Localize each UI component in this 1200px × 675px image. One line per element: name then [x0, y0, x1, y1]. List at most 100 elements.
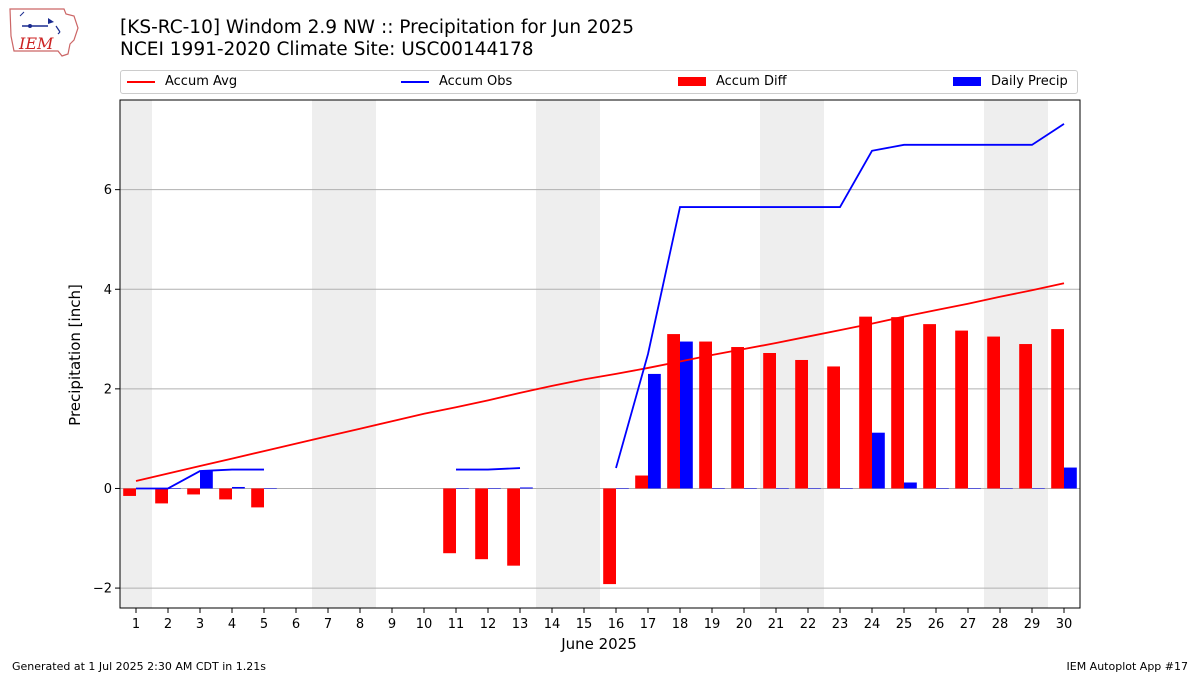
legend-swatch-red-line	[127, 80, 155, 83]
y-tick-label: 2	[104, 382, 112, 397]
x-tick-label: 7	[324, 617, 332, 632]
x-tick-label: 2	[164, 617, 172, 632]
daily-precip-bar	[232, 486, 245, 489]
x-tick-label: 30	[1056, 617, 1073, 632]
legend-swatch-red-box	[678, 77, 706, 86]
accum-diff-bar	[795, 359, 808, 489]
x-tick-label: 26	[928, 617, 945, 632]
x-tick-label: 13	[512, 617, 529, 632]
x-tick-label: 20	[736, 617, 753, 632]
x-tick-label: 9	[388, 617, 396, 632]
x-tick-label: 8	[356, 617, 364, 632]
daily-precip-bar	[680, 341, 693, 489]
accum-diff-bar	[155, 488, 168, 504]
x-axis-label: June 2025	[560, 635, 637, 653]
accum-diff-bar	[987, 336, 1000, 489]
legend-label-accum-obs: Accum Obs	[439, 74, 513, 89]
accum-diff-bar	[827, 366, 840, 489]
legend-item-daily-precip: Daily Precip	[953, 74, 1068, 90]
daily-precip-bar	[712, 488, 725, 489]
accum-obs-line	[456, 467, 521, 471]
daily-precip-bar	[904, 482, 917, 489]
accum-diff-bar	[699, 341, 712, 489]
daily-precip-bar	[872, 432, 885, 489]
iowa-map-icon: IEM	[9, 8, 79, 57]
x-tick-label: 15	[576, 617, 593, 632]
y-tick-label: −2	[93, 582, 112, 597]
weekend-shade	[792, 100, 824, 608]
x-tick-label: 17	[640, 617, 657, 632]
x-tick-label: 4	[228, 617, 236, 632]
x-tick-label: 10	[416, 617, 433, 632]
legend-swatch-blue-box	[953, 77, 981, 86]
weekend-shade	[536, 100, 568, 608]
daily-precip-bar	[168, 488, 181, 489]
daily-precip-bar	[488, 488, 501, 489]
accum-diff-bar	[123, 488, 136, 496]
y-tick-label: 6	[104, 183, 112, 198]
legend-label-daily-precip: Daily Precip	[991, 74, 1068, 89]
weekend-shade	[344, 100, 376, 608]
title-line-1: [KS-RC-10] Windom 2.9 NW :: Precipitatio…	[120, 17, 635, 38]
y-axis-label: Precipitation [inch]	[66, 284, 84, 426]
daily-precip-bar	[616, 488, 629, 489]
daily-precip-bar	[264, 488, 277, 489]
accum-diff-bar	[859, 316, 872, 489]
x-tick-label: 29	[1024, 617, 1041, 632]
x-tick-label: 5	[260, 617, 268, 632]
title-line-2: NCEI 1991-2020 Climate Site: USC00144178	[120, 39, 534, 60]
daily-precip-bar	[936, 488, 949, 489]
daily-precip-bar	[456, 488, 469, 489]
accum-diff-bar	[635, 475, 648, 489]
x-tick-label: 19	[704, 617, 721, 632]
daily-precip-bar	[744, 488, 757, 489]
legend-label-accum-diff: Accum Diff	[716, 74, 787, 89]
legend-item-accum-obs: Accum Obs	[401, 74, 512, 90]
daily-precip-bar	[520, 487, 533, 489]
accum-diff-bar	[187, 488, 200, 495]
x-tick-label: 6	[292, 617, 300, 632]
accum-diff-bar	[891, 317, 904, 489]
accum-diff-bar	[763, 353, 776, 489]
accum-diff-bar	[507, 488, 520, 566]
x-tick-label: 21	[768, 617, 785, 632]
daily-precip-bar	[1032, 488, 1045, 489]
accum-obs-line	[136, 468, 264, 490]
x-tick-label: 24	[864, 617, 881, 632]
x-tick-label: 25	[896, 617, 913, 632]
y-tick-label: 4	[104, 283, 112, 298]
daily-precip-bar	[1064, 467, 1077, 489]
accum-obs-line	[615, 123, 1065, 469]
x-tick-label: 28	[992, 617, 1009, 632]
x-tick-label: 16	[608, 617, 625, 632]
x-tick-label: 27	[960, 617, 977, 632]
x-tick-label: 14	[544, 617, 561, 632]
x-tick-label: 3	[196, 617, 204, 632]
accum-avg-line	[135, 282, 1065, 482]
iem-logo: IEM	[8, 6, 80, 58]
daily-precip-bar	[200, 471, 213, 489]
x-tick-label: 22	[800, 617, 817, 632]
accum-diff-bar	[475, 488, 488, 560]
x-tick-label: 1	[132, 617, 140, 632]
weekend-shade	[120, 100, 152, 608]
accum-diff-bar	[955, 330, 968, 489]
legend-swatch-blue-line	[401, 80, 429, 83]
chart-title: [KS-RC-10] Windom 2.9 NW :: Precipitatio…	[120, 17, 634, 61]
x-tick-label: 23	[832, 617, 849, 632]
legend-item-accum-diff: Accum Diff	[678, 74, 787, 90]
daily-precip-bar	[840, 488, 853, 489]
accum-diff-bar	[731, 347, 744, 489]
legend-label-accum-avg: Accum Avg	[165, 74, 238, 89]
footer-app-id: IEM Autoplot App #17	[1066, 660, 1189, 673]
chart-legend: Accum Avg Accum Obs Accum Diff Daily Pre…	[120, 70, 1078, 94]
accum-diff-bar	[1019, 344, 1032, 489]
daily-precip-bar	[968, 488, 981, 489]
x-tick-label: 18	[672, 617, 689, 632]
weekend-shade	[568, 100, 600, 608]
x-tick-label: 11	[448, 617, 465, 632]
accum-diff-bar	[219, 488, 232, 500]
daily-precip-bar	[808, 488, 821, 489]
legend-item-accum-avg: Accum Avg	[127, 74, 237, 90]
daily-precip-bar	[648, 373, 661, 489]
